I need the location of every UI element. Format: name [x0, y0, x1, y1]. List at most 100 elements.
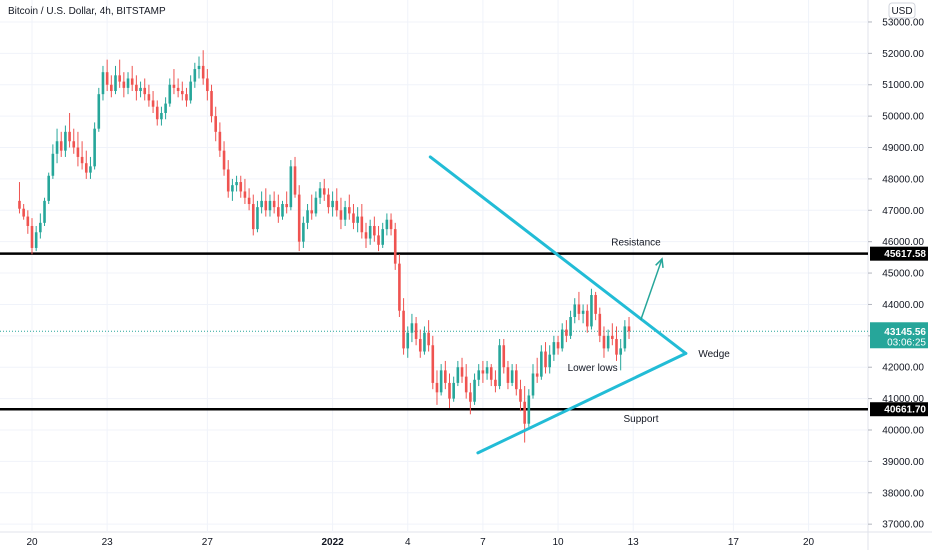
y-tick-label: 45000.00	[882, 269, 924, 280]
candle-body	[168, 84, 172, 104]
candle-body	[435, 382, 439, 393]
candle-body	[456, 367, 460, 383]
candle-body	[544, 351, 547, 368]
candle-body	[448, 382, 451, 399]
candle-body	[210, 91, 213, 117]
arrow-line[interactable]	[640, 258, 663, 321]
candle-body	[64, 131, 67, 151]
candle-body	[364, 232, 368, 239]
plot-area[interactable]	[0, 0, 868, 532]
candle-body	[602, 335, 606, 349]
candle-body	[185, 94, 188, 101]
candle-body	[481, 370, 485, 374]
countdown-label: 03:06:25	[887, 337, 926, 348]
candle-body	[389, 219, 393, 230]
candle-body	[264, 200, 268, 211]
y-tick-label: 52000.00	[882, 49, 924, 60]
candle-body	[172, 84, 176, 88]
candle-body	[506, 367, 510, 383]
candle-body	[26, 216, 30, 226]
candle-body	[406, 332, 410, 349]
x-tick-label: 10	[552, 537, 564, 548]
y-tick-label: 48000.00	[882, 174, 924, 185]
candle-body	[43, 200, 46, 223]
candle-body	[147, 94, 151, 101]
candle-body	[402, 310, 405, 349]
candle-body	[327, 194, 330, 208]
y-tick-label: 38000.00	[882, 488, 924, 499]
candle-body	[473, 379, 476, 402]
support-price-label: 40661.70	[884, 405, 926, 416]
candle-body	[239, 182, 243, 192]
y-tick-label: 46000.00	[882, 237, 924, 248]
x-tick-label: 20	[803, 537, 815, 548]
candle-body	[343, 207, 347, 220]
candle-body	[222, 150, 226, 170]
resistance-annotation: Resistance	[611, 238, 661, 249]
candle-body	[594, 295, 597, 314]
y-tick-label: 37000.00	[882, 520, 924, 531]
price-axis[interactable]: 53000.00 52000.00 51000.00 50000.00 49000.00…	[868, 17, 928, 531]
candle-body	[414, 323, 418, 339]
candle-body	[189, 81, 192, 101]
candle-body	[272, 200, 276, 208]
candle-body	[368, 225, 372, 239]
candle-body	[535, 373, 539, 377]
y-tick-label: 49000.00	[882, 143, 924, 154]
candle-body	[569, 317, 572, 336]
lower-wedge-line[interactable]	[476, 351, 688, 455]
candle-body	[201, 65, 205, 79]
support-annotation: Support	[623, 414, 658, 425]
candle-body	[331, 200, 334, 208]
candle-body	[122, 81, 126, 88]
candle-body	[285, 204, 288, 208]
candle-body	[381, 229, 384, 245]
candle-body	[514, 370, 518, 390]
candle-body	[444, 370, 447, 383]
candle-body	[80, 156, 84, 164]
candle-body	[460, 367, 464, 377]
candle-body	[226, 169, 230, 192]
candle-body	[519, 389, 522, 402]
candle-body	[339, 210, 343, 220]
candle-body	[55, 141, 59, 154]
candle-body	[477, 370, 481, 380]
candle-body	[39, 222, 42, 233]
candle-body	[352, 213, 355, 223]
last-price-label: 43145.56	[884, 327, 926, 338]
y-tick-label: 53000.00	[882, 17, 924, 28]
drawings	[428, 155, 688, 455]
x-tick-label: 4	[405, 537, 411, 548]
candle-body	[76, 147, 80, 157]
candle-body	[556, 342, 560, 349]
candle-body	[214, 116, 217, 132]
y-tick-label: 47000.00	[882, 206, 924, 217]
candle-body	[410, 323, 414, 333]
candle-body	[231, 185, 234, 192]
candle-body	[297, 194, 301, 242]
candlestick-series	[18, 50, 631, 443]
upper-wedge-line[interactable]	[428, 155, 688, 355]
candle-body	[498, 345, 501, 387]
candle-body	[164, 103, 167, 113]
x-tick-label: 2022	[321, 537, 344, 548]
candle-body	[431, 345, 435, 383]
candle-body	[101, 72, 105, 95]
candle-body	[418, 338, 422, 352]
time-axis[interactable]: 20 23 27 2022 4 7 10 13 17 20	[26, 537, 814, 548]
currency-badge[interactable]	[888, 2, 916, 19]
candle-body	[452, 382, 455, 399]
candle-body	[510, 370, 514, 383]
candle-body	[93, 128, 96, 167]
candle-body	[176, 87, 180, 92]
candle-body	[59, 141, 63, 151]
candle-body	[540, 351, 543, 377]
candle-body	[464, 376, 468, 393]
candle-body	[598, 313, 602, 336]
candle-body	[335, 200, 339, 211]
currency-label: USD	[891, 6, 912, 17]
candle-body	[314, 197, 318, 214]
candle-body	[560, 329, 564, 349]
